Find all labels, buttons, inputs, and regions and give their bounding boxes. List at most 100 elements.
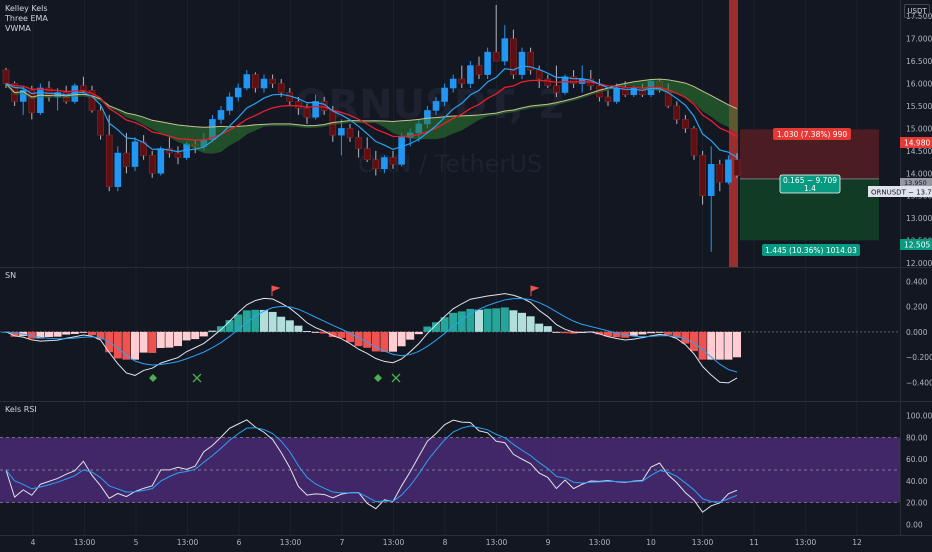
candle-body <box>398 137 405 165</box>
sn-histogram-bar <box>70 331 79 334</box>
sn-histogram-bar <box>36 331 45 339</box>
rsi-axis-label: 40.00 <box>906 477 928 486</box>
time-axis-label: 7 <box>340 538 345 547</box>
sn-histogram-bar <box>268 311 277 332</box>
cross-signal-icon <box>192 373 202 383</box>
sn-histogram-bar <box>552 331 561 333</box>
svg-text:12.505: 12.505 <box>904 241 930 250</box>
stop-label[interactable]: 1.030 (7.38%) 990 <box>773 128 851 140</box>
sn-histogram-bar <box>397 331 406 347</box>
candle-body <box>492 51 500 62</box>
candle-body <box>295 101 302 109</box>
price-axis-label: 16.500 <box>906 57 932 66</box>
candle-body <box>19 89 27 102</box>
candle-body <box>561 76 569 93</box>
sn-histogram-bar <box>466 308 475 332</box>
sn-histogram-bar <box>440 317 449 332</box>
indicator-title-kelley-kels[interactable]: Kelley Kels <box>5 4 48 13</box>
sn-histogram-bar <box>96 331 105 340</box>
time-axis-label: 13:00 <box>383 538 405 547</box>
sn-oscillator-line <box>5 293 738 384</box>
rsi-axis-label: 100.00 <box>906 412 932 421</box>
svg-text:1.445 (10.36%) 1014.03: 1.445 (10.36%) 1014.03 <box>765 246 857 255</box>
sn-histogram-bar <box>225 320 234 332</box>
candle-body <box>716 163 724 183</box>
sn-histogram-bar <box>328 331 337 337</box>
svg-text:0.165 − 9.709: 0.165 − 9.709 <box>783 176 837 185</box>
sn-histogram-bar <box>492 308 501 332</box>
candle-body <box>346 128 354 138</box>
candle-body <box>260 78 268 89</box>
sn-histogram-bar <box>543 326 552 332</box>
currency-button[interactable]: USDT <box>904 4 930 18</box>
sn-histogram-bar <box>509 310 518 332</box>
price-axis-label: 12.000 <box>906 259 932 268</box>
time-axis-label: 13:00 <box>74 538 96 547</box>
candle-body <box>484 51 491 75</box>
moving-averages <box>5 65 738 158</box>
sn-histogram-bar <box>354 331 363 347</box>
sn-histogram-bar <box>655 331 664 333</box>
candle-body <box>690 128 698 156</box>
candle-body <box>277 83 285 93</box>
candle-body <box>243 74 251 89</box>
sn-histogram-bar <box>698 331 707 360</box>
svg-text:1.030 (7.38%) 990: 1.030 (7.38%) 990 <box>777 130 847 139</box>
sn-histogram-bar <box>337 331 346 338</box>
sn-histogram-bar <box>449 312 458 332</box>
sn-histogram-bar <box>414 331 423 335</box>
sn-histogram-bar <box>27 331 36 339</box>
time-axis-label: 13:00 <box>795 538 817 547</box>
candle-body <box>312 101 319 118</box>
sn-histogram-bar <box>285 320 294 332</box>
candle-body <box>303 107 311 118</box>
candle-body <box>707 163 715 196</box>
candle-body <box>363 148 371 161</box>
sn-histogram-bar <box>500 307 509 332</box>
sn-histogram-bar <box>234 314 243 332</box>
indicator-title-vwma[interactable]: VWMA <box>5 24 31 33</box>
sn-histogram-bar <box>483 308 492 332</box>
candle-body <box>381 157 388 170</box>
time-axis-label: 13:00 <box>486 538 508 547</box>
candle-body <box>553 85 560 93</box>
rsi-axis-label: 80.00 <box>906 433 928 442</box>
sn-axis-label: −0.400 <box>906 378 932 387</box>
candle-body <box>544 78 552 87</box>
sn-histogram-bar <box>62 331 71 335</box>
indicator-title-kels-rsi[interactable]: Kels RSI <box>5 405 37 414</box>
buy-signal-icon <box>149 374 157 382</box>
time-axis-label: 9 <box>546 538 551 547</box>
sn-histogram-bar <box>79 331 88 333</box>
sn-axis-label: −0.200 <box>906 353 932 362</box>
cross-signal-icon <box>391 373 401 383</box>
candle-body <box>252 74 259 89</box>
sn-histogram-bar <box>457 311 466 332</box>
sn-histogram-bar <box>191 331 200 340</box>
candle-body <box>105 134 113 188</box>
entry-label[interactable]: 0.165 − 9.709 1.4 <box>779 174 841 194</box>
candle-body <box>88 89 96 111</box>
candle-body <box>725 159 732 183</box>
sn-histogram-bar <box>733 331 741 358</box>
candle-body <box>441 87 448 102</box>
price-axis-label: 13.000 <box>906 214 932 223</box>
sn-histogram-bar <box>406 331 415 340</box>
indicator-title-sn[interactable]: SN <box>5 271 17 280</box>
candle-body <box>234 87 242 98</box>
candle-body <box>372 159 380 170</box>
sn-axis-label: 0.200 <box>906 303 928 312</box>
candle-body <box>518 51 526 75</box>
time-axis-label: 5 <box>134 538 139 547</box>
sn-histogram-bar <box>423 326 432 332</box>
candle-body <box>475 65 483 75</box>
indicator-title-three-ema[interactable]: Three EMA <box>5 14 48 23</box>
last-price-tag-hidden: 13.950 <box>900 178 932 187</box>
candle-body <box>97 110 104 136</box>
candle-body <box>217 110 225 120</box>
candle-body <box>570 76 577 84</box>
candle-body <box>613 87 620 102</box>
rsi-axis-label: 20.00 <box>906 499 928 508</box>
target-label[interactable]: 1.445 (10.36%) 1014.03 <box>762 244 860 256</box>
